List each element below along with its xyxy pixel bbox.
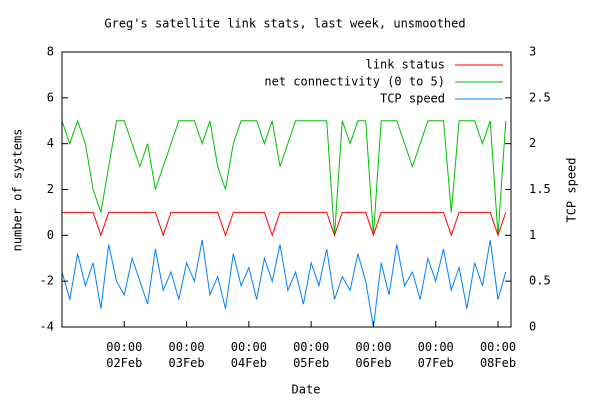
y-tick-label: 0	[47, 228, 54, 242]
x-tick-label-line: 00:00	[106, 340, 142, 354]
x-tick-label-line: 06Feb	[355, 356, 391, 370]
y-tick-label: 2	[47, 182, 54, 196]
series-line	[61, 119, 507, 236]
y-tick-label: 4	[47, 136, 54, 150]
x-axis-label: Date	[292, 383, 321, 397]
x-tick-label: 00:00 08Feb	[480, 340, 516, 370]
series-line	[61, 239, 507, 328]
y2-tick-label: 3	[529, 45, 536, 59]
x-tick-label-line: 07Feb	[418, 356, 454, 370]
y-axis-label: number of systems	[11, 129, 25, 252]
y2-tick-label: 1.5	[529, 182, 551, 196]
y-tick-label: -4	[40, 320, 54, 334]
x-tick-label-line: 00:00	[169, 340, 205, 354]
x-tick-label: 00:00 06Feb	[355, 340, 391, 370]
x-tick-label: 00:00 04Feb	[231, 340, 267, 370]
x-tick-label-line: 03Feb	[169, 356, 205, 370]
y-tick-label: 6	[47, 90, 54, 104]
series-line	[62, 211, 507, 237]
y-tick-label: -2	[40, 274, 54, 288]
x-tick-label-line: 00:00	[418, 340, 454, 354]
y2-tick-label: 2.5	[529, 90, 551, 104]
x-tick-label: 00:00 07Feb	[418, 340, 454, 370]
legend-label: link status	[366, 58, 445, 72]
plot-area	[61, 119, 507, 328]
legend-label: net connectivity (0 to 5)	[264, 75, 445, 89]
y2-tick-label: 2	[529, 136, 536, 150]
x-tick-label-line: 02Feb	[106, 356, 142, 370]
y-tick-label: 8	[47, 45, 54, 59]
x-tick-label: 00:00 03Feb	[169, 340, 205, 370]
y2-tick-label: 0.5	[529, 274, 551, 288]
x-tick-label-line: 05Feb	[293, 356, 329, 370]
y2-tick-label: 0	[529, 320, 536, 334]
x-tick-label-line: 00:00	[480, 340, 516, 354]
x-tick-label-line: 04Feb	[231, 356, 267, 370]
x-tick-label-line: 00:00	[355, 340, 391, 354]
y2-axis-label: TCP speed	[565, 157, 579, 222]
x-tick-label-line: 08Feb	[480, 356, 516, 370]
x-tick-label: 00:00 05Feb	[293, 340, 329, 370]
chart-title: Greg's satellite link stats, last week, …	[104, 17, 465, 31]
legend-label: TCP speed	[380, 92, 445, 106]
y2-tick-label: 1	[529, 228, 536, 242]
x-tick-label-line: 00:00	[231, 340, 267, 354]
x-tick-label: 00:00 02Feb	[106, 340, 142, 370]
x-tick-label-line: 00:00	[293, 340, 329, 354]
